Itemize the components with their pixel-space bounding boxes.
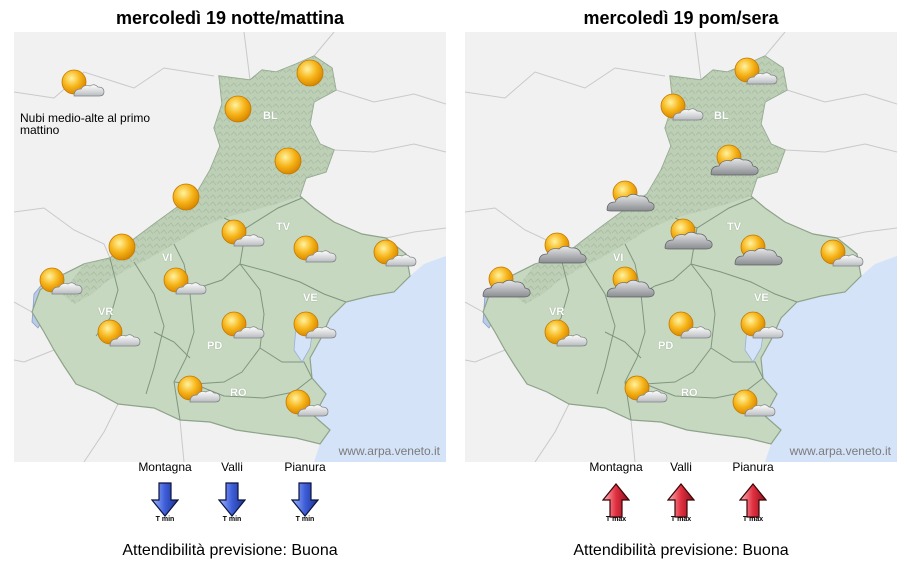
province-label-vr: VR [98, 306, 114, 318]
cloudy-sun-icon [707, 142, 759, 180]
province-label-tv: TV [276, 221, 291, 233]
sun-cloud-icon [653, 90, 705, 128]
sun-cloud-icon [813, 236, 865, 274]
temp-trend-label: Valli [221, 460, 243, 474]
sun-cloud-icon [733, 308, 785, 346]
reliability-label: Attendibilità previsione: [122, 542, 287, 559]
arrow-down-icon [291, 482, 319, 517]
reliability-label: Attendibilità previsione: [573, 542, 738, 559]
sun-cloud-icon [278, 386, 330, 424]
sun-cloud-icon [366, 236, 418, 274]
sun-cloud-icon [725, 386, 777, 424]
province-label-ro: RO [230, 387, 247, 399]
sun-cloud-icon [537, 316, 589, 354]
temp-trend-sub: T min [155, 516, 175, 523]
sun-icon [162, 178, 214, 216]
reliability-value: Buona [291, 542, 338, 559]
province-label-vi: VI [162, 252, 173, 264]
temp-trend-pianura: Pianura T min [265, 460, 345, 523]
province-label-ro: RO [681, 387, 698, 399]
temp-trend-sub: T max [670, 516, 692, 523]
province-label-pd: PD [658, 340, 674, 352]
province-label-ve: VE [303, 292, 318, 304]
reliability-value: Buona [742, 542, 789, 559]
panel-title: mercoledì 19 notte/mattina [115, 8, 345, 28]
forecast-panel-morning: mercoledì 19 notte/mattina BL TV VI VR V… [10, 0, 450, 572]
sun-cloud-icon [54, 66, 106, 104]
arrow-up-icon [667, 483, 695, 518]
sun-cloud-icon [32, 264, 84, 302]
forecast-panel-afternoon: mercoledì 19 pom/sera BL TV VI VR VE PD … [461, 0, 901, 572]
province-label-ve: VE [754, 292, 769, 304]
temp-trend-label: Montagna [138, 460, 192, 474]
temp-trend-pianura: Pianura T max [713, 460, 793, 523]
cloudy-sun-icon [661, 216, 713, 254]
cloudy-sun-icon [603, 264, 655, 302]
cloudy-sun-icon [479, 264, 531, 302]
temp-trend-sub: T min [295, 516, 315, 523]
sun-cloud-icon [661, 308, 713, 346]
temp-trend-valli: Valli T min [192, 460, 272, 523]
temp-trend-label: Pianura [732, 460, 774, 474]
forecast-reliability: Attendibilità previsione: Buona [461, 542, 901, 560]
panel-title: mercoledì 19 pom/sera [583, 8, 779, 28]
sun-cloud-icon [90, 316, 142, 354]
temp-trend-montagna: Montagna T min [125, 460, 205, 523]
temp-trend-valli: Valli T max [641, 460, 721, 523]
sun-cloud-icon [727, 54, 779, 92]
temp-trend-label: Montagna [589, 460, 643, 474]
arrow-up-icon [602, 483, 630, 518]
sun-cloud-icon [286, 232, 338, 270]
temp-trend-sub: T max [605, 516, 627, 523]
weather-note: Nubi medio-alte al primo mattino [20, 111, 151, 137]
temp-trend-sub: T min [222, 516, 242, 523]
arrow-down-icon [218, 482, 246, 517]
sun-cloud-icon [170, 372, 222, 410]
sun-cloud-icon [286, 308, 338, 346]
cloudy-sun-icon [731, 232, 783, 270]
cloudy-sun-icon [603, 178, 655, 216]
province-label-tv: TV [727, 221, 742, 233]
province-label-pd: PD [207, 340, 223, 352]
sun-cloud-icon [617, 372, 669, 410]
temp-trend-label: Valli [670, 460, 692, 474]
credit-label: www.arpa.veneto.it [789, 444, 891, 458]
sun-cloud-icon [156, 264, 208, 302]
province-label-bl: BL [263, 110, 278, 122]
sun-icon [264, 142, 316, 180]
temp-trend-sub: T max [742, 516, 764, 523]
credit-label: www.arpa.veneto.it [338, 444, 440, 458]
arrow-up-icon [739, 483, 767, 518]
temp-trend-label: Pianura [284, 460, 326, 474]
province-label-vi: VI [613, 252, 624, 264]
temp-trend-montagna: Montagna T max [576, 460, 656, 523]
sun-icon [214, 90, 266, 128]
province-label-bl: BL [714, 110, 729, 122]
sun-cloud-icon [214, 308, 266, 346]
province-label-vr: VR [549, 306, 565, 318]
cloudy-sun-icon [535, 230, 587, 268]
sun-icon [98, 228, 150, 266]
sun-icon [286, 54, 338, 92]
sun-cloud-icon [214, 216, 266, 254]
arrow-down-icon [151, 482, 179, 517]
forecast-reliability: Attendibilità previsione: Buona [10, 542, 450, 560]
